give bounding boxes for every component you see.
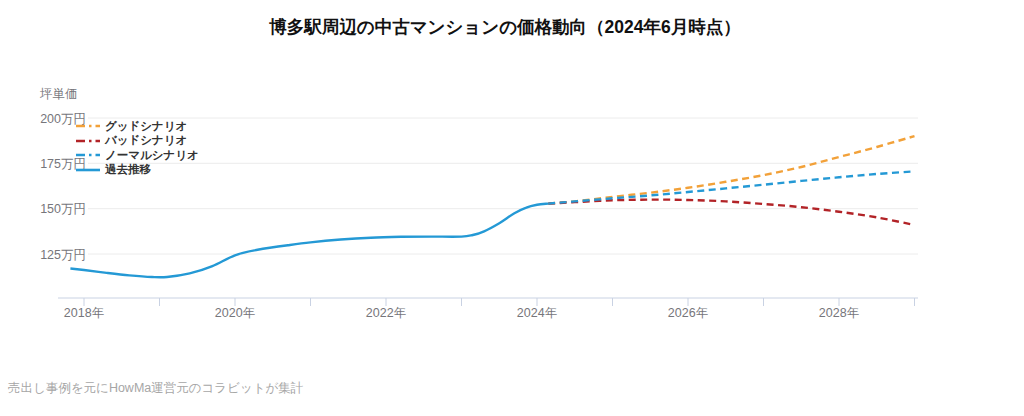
series-path-normal bbox=[548, 171, 914, 203]
series-path-historical bbox=[70, 204, 548, 278]
x-tick-label-2028: 2028年 bbox=[819, 306, 859, 320]
line-chart-plot-area: 125万円150万円175万円200万円2018年2020年2022年2024年… bbox=[0, 0, 1024, 416]
y-tick-label-150: 150万円 bbox=[40, 202, 86, 216]
x-tick-label-2024: 2024年 bbox=[517, 306, 557, 320]
solid-line-swatch-icon bbox=[76, 167, 100, 173]
chart-legend: グッドシナリオ バッドシナリオ ノーマルシナリオ 過去推移 bbox=[76, 119, 199, 177]
dashed-line-swatch-icon bbox=[76, 123, 100, 129]
dashed-line-swatch-icon bbox=[76, 138, 100, 144]
source-note: 売出し事例を元にHowMa運営元のコラビットが集計 bbox=[8, 380, 303, 397]
price-trend-chart-canvas: 博多駅周辺の中古マンションの価格動向（2024年6月時点） 坪単価 125万円1… bbox=[0, 0, 1024, 416]
legend-item-normal-scenario[interactable]: ノーマルシナリオ bbox=[76, 148, 199, 163]
dashed-line-swatch-icon bbox=[76, 152, 100, 158]
legend-label-bad-scenario: バッドシナリオ bbox=[105, 133, 187, 148]
legend-label-good-scenario: グッドシナリオ bbox=[105, 119, 187, 134]
y-tick-label-125: 125万円 bbox=[40, 248, 86, 262]
legend-label-normal-scenario: ノーマルシナリオ bbox=[105, 148, 199, 163]
series-path-good bbox=[548, 136, 914, 204]
x-tick-label-2018: 2018年 bbox=[64, 306, 104, 320]
legend-item-good-scenario[interactable]: グッドシナリオ bbox=[76, 119, 199, 134]
legend-label-historical: 過去推移 bbox=[105, 162, 151, 177]
x-tick-label-2020: 2020年 bbox=[215, 306, 255, 320]
series-path-bad bbox=[548, 200, 914, 225]
x-tick-label-2026: 2026年 bbox=[668, 306, 708, 320]
legend-item-historical[interactable]: 過去推移 bbox=[76, 163, 199, 178]
x-tick-label-2022: 2022年 bbox=[366, 306, 406, 320]
legend-item-bad-scenario[interactable]: バッドシナリオ bbox=[76, 134, 199, 149]
